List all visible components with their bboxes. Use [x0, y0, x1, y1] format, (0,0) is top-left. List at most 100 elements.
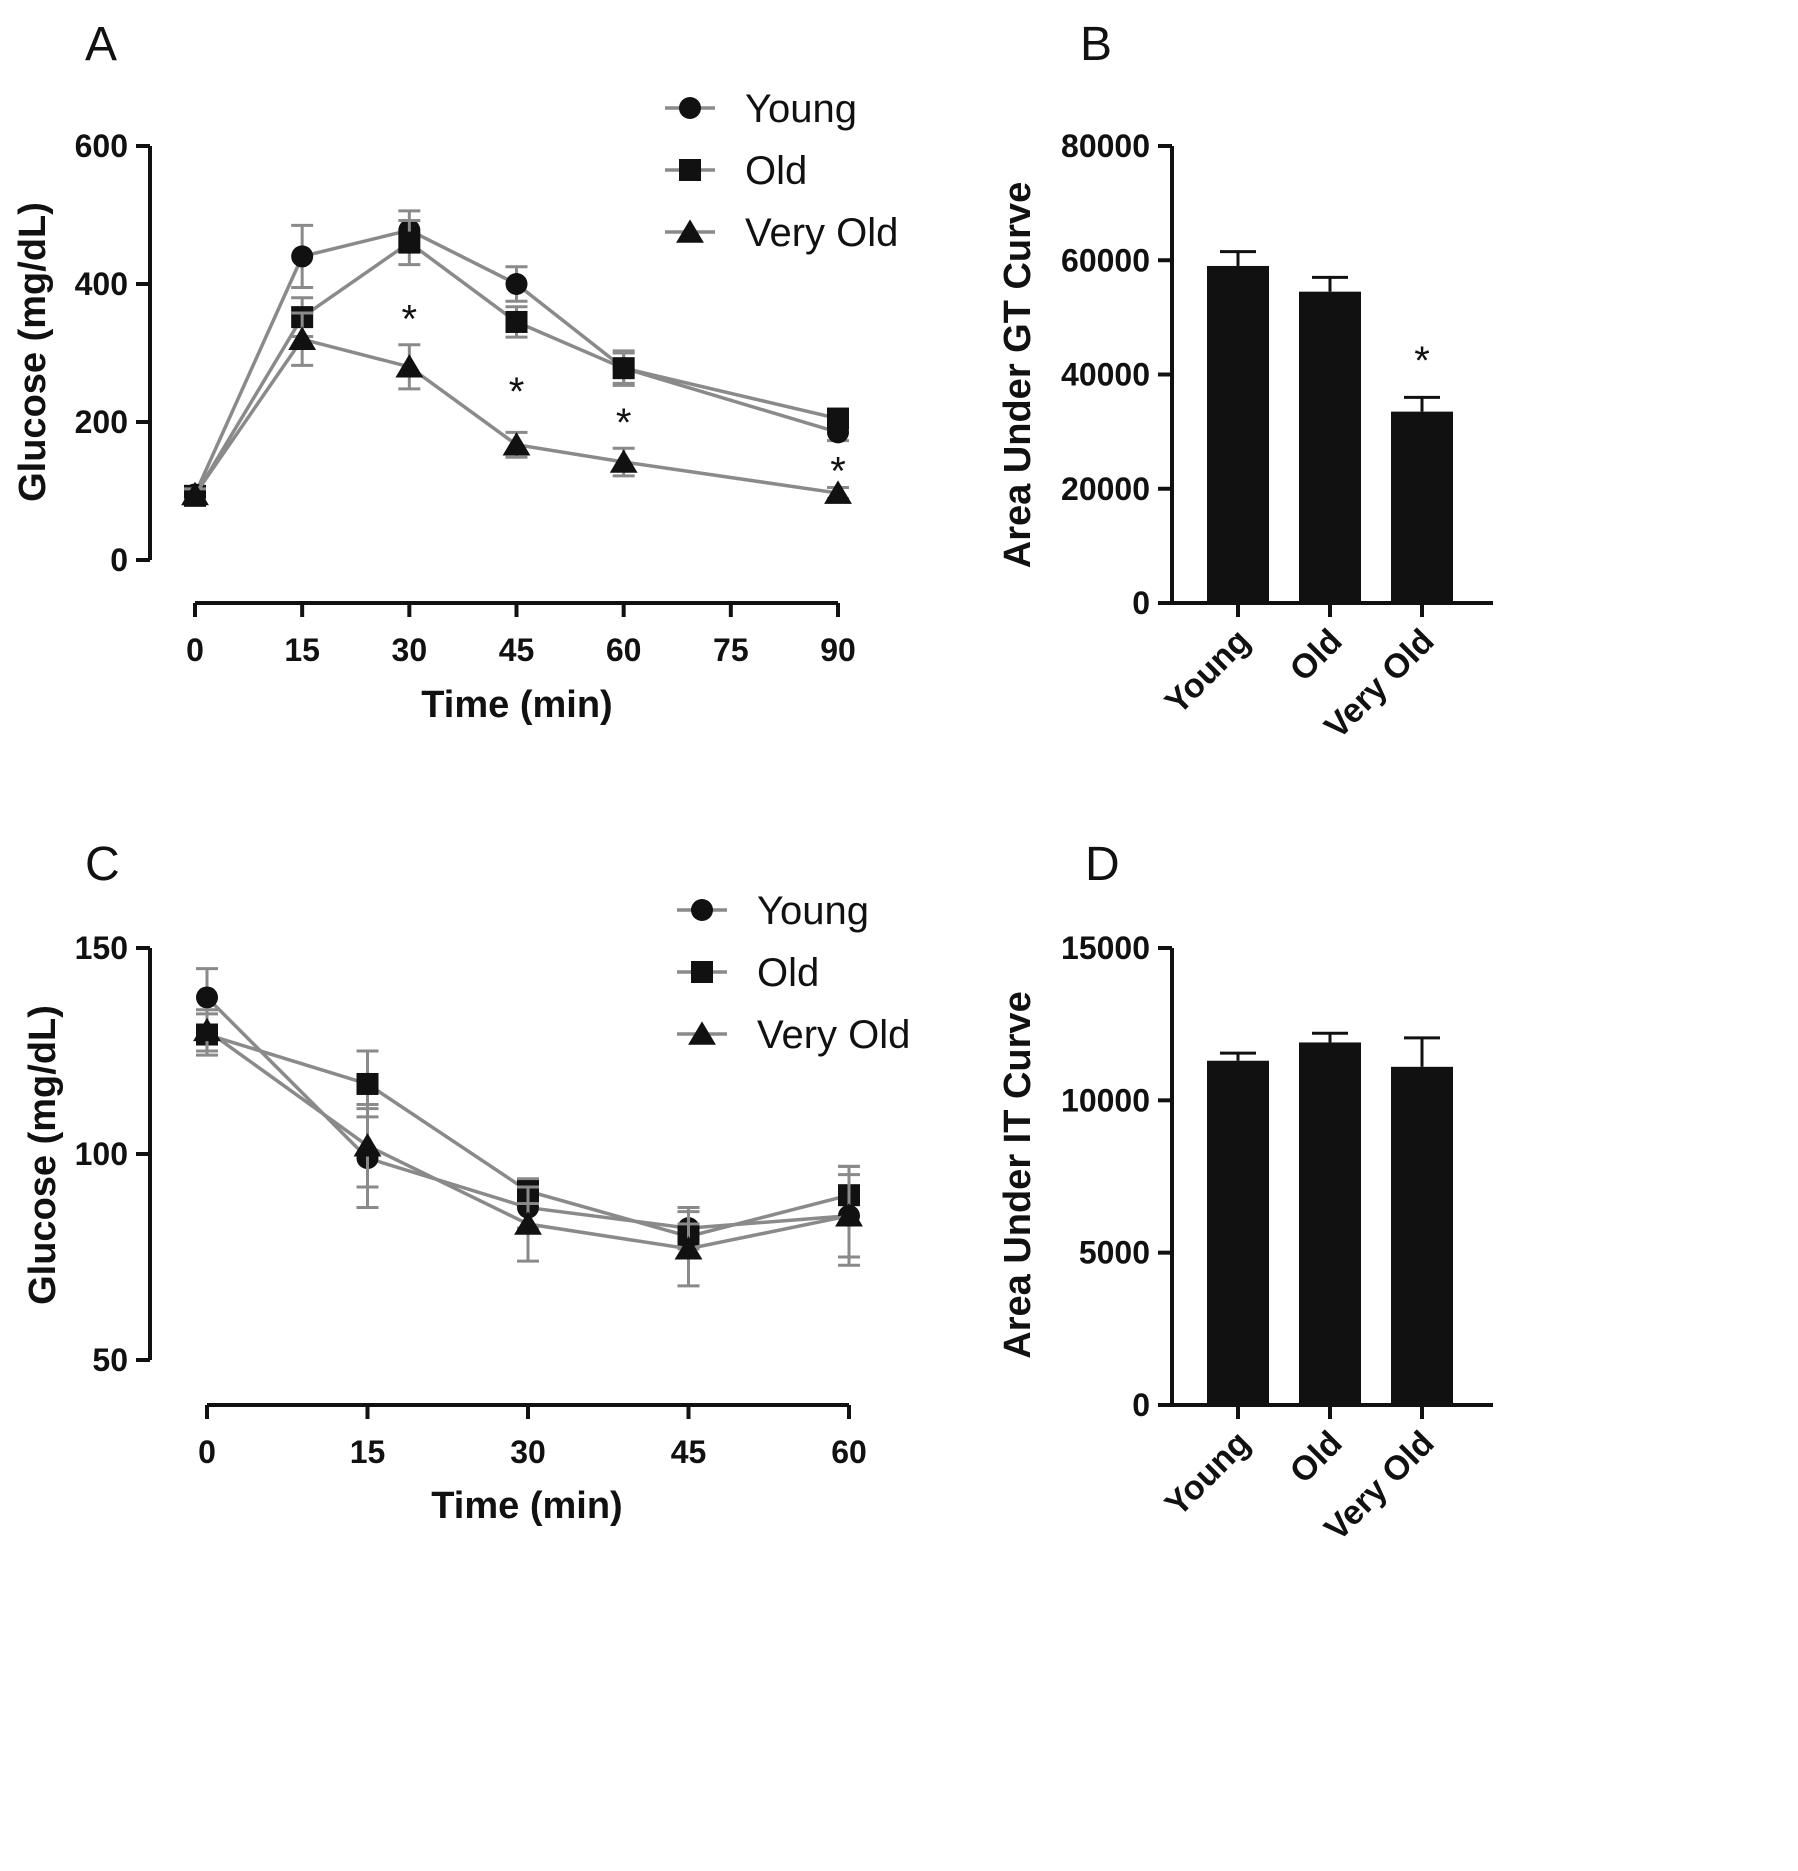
legend-label: Old: [745, 149, 807, 193]
legend-marker-circle: [679, 97, 701, 119]
legend-marker-triangle: [688, 1021, 716, 1045]
bar-old: [1299, 1042, 1361, 1405]
data-point-young: [505, 273, 528, 295]
data-point-very-old: [609, 449, 638, 473]
category-label: Old: [1283, 622, 1350, 689]
y-tick-label: 400: [75, 266, 128, 302]
y-axis-title: Glucose (mg/dL): [12, 202, 54, 502]
legend-item-very-old: Very Old: [665, 211, 898, 255]
legend-item-young: Young: [665, 87, 857, 131]
data-point-very-old: [835, 1203, 863, 1227]
y-tick-label: 200: [75, 404, 128, 440]
bar-young: [1207, 265, 1269, 603]
x-tick-label: 60: [606, 632, 642, 668]
data-point-old: [612, 357, 635, 380]
series-line-very-old: [193, 337, 839, 496]
y-tick-label: 150: [75, 930, 128, 966]
data-point-very-old: [193, 1017, 221, 1042]
bar-very-old: [1391, 411, 1453, 603]
y-tick-label: 40000: [1061, 357, 1150, 393]
legend-marker-triangle: [676, 219, 704, 243]
y-axis-title: Area Under GT Curve: [997, 182, 1039, 568]
y-tick-label: 5000: [1079, 1235, 1150, 1271]
legend: Young Old Very Old: [677, 889, 910, 1057]
significance-star: *: [616, 401, 632, 445]
x-axis-title: Time (min): [421, 684, 612, 726]
significance-star: *: [402, 298, 418, 342]
legend-item-old: Old: [677, 951, 819, 995]
panel-c-letter: C: [85, 838, 120, 891]
chart-panel-d: 0 5000 10000 15000 Area Under IT Curve Young O…: [997, 930, 1493, 1548]
y-tick-label: 50: [92, 1342, 128, 1378]
data-point-very-old: [502, 432, 531, 456]
x-tick-label: 0: [198, 1434, 216, 1470]
panel-a-letter: A: [85, 18, 117, 71]
series-very-old: [193, 1008, 863, 1288]
significance-star: *: [509, 370, 525, 414]
x-tick-label: 90: [820, 632, 856, 668]
data-point-old: [356, 1072, 379, 1095]
x-tick-label: 60: [831, 1434, 867, 1470]
y-tick-label: 80000: [1061, 128, 1150, 164]
data-point-old: [827, 407, 849, 430]
bar-young: [1207, 1060, 1269, 1405]
category-label: Young: [1158, 622, 1258, 722]
x-tick-label: 0: [186, 632, 204, 668]
legend-label: Young: [745, 87, 857, 131]
y-axis-title: Area Under IT Curve: [997, 991, 1039, 1358]
y-tick-label: 600: [75, 128, 128, 164]
bar-very-old: [1391, 1066, 1453, 1405]
legend-item-very-old: Very Old: [677, 1013, 910, 1057]
chart-panel-a: 0 200 400 600 Glucose (mg/dL) 0 15 30 45 60 75 90 Ti…: [12, 87, 898, 726]
legend-label: Very Old: [757, 1013, 910, 1057]
data-point-old: [505, 310, 528, 333]
x-axis-title: Time (min): [431, 1485, 622, 1527]
legend-marker-square: [679, 159, 701, 181]
series-line-young: [193, 228, 839, 496]
data-point-old: [398, 231, 421, 254]
legend-marker-circle: [691, 899, 713, 921]
y-tick-label: 0: [1132, 585, 1150, 621]
category-label: Old: [1283, 1424, 1350, 1491]
x-tick-label: 30: [392, 632, 428, 668]
bar-old: [1299, 291, 1361, 603]
x-tick-label: 30: [510, 1434, 546, 1470]
y-tick-label: 60000: [1061, 242, 1150, 278]
y-axis-title: Glucose (mg/dL): [22, 1005, 64, 1305]
legend-label: Old: [757, 951, 819, 995]
significance-star: *: [830, 449, 846, 493]
series-young: [184, 209, 849, 506]
panel-b-letter: B: [1080, 18, 1112, 71]
significance-star: *: [1414, 339, 1430, 383]
data-point-very-old: [824, 480, 852, 504]
data-point-very-old: [288, 326, 317, 350]
legend-marker-square: [691, 961, 713, 983]
y-tick-label: 0: [110, 542, 128, 578]
x-tick-label: 15: [284, 632, 320, 668]
data-point-very-old: [514, 1211, 542, 1235]
panel-d-letter: D: [1085, 838, 1120, 891]
y-tick-label: 10000: [1061, 1082, 1150, 1118]
legend-item-young: Young: [677, 889, 869, 933]
x-tick-label: 15: [350, 1434, 386, 1470]
data-point-very-old: [395, 354, 424, 378]
data-point-young: [196, 986, 218, 1009]
chart-panel-b: 0 20000 40000 60000 80000 Area Under GT Curve…: [997, 128, 1493, 746]
x-tick-label: 45: [671, 1434, 707, 1470]
y-tick-label: 0: [1132, 1387, 1150, 1423]
y-tick-label: 100: [75, 1136, 128, 1172]
series-very-old: [181, 311, 852, 506]
y-tick-label: 15000: [1061, 930, 1150, 966]
data-point-very-old: [181, 481, 209, 506]
x-tick-label: 75: [713, 632, 749, 668]
series-line-old: [193, 240, 839, 497]
chart-panel-c: 50 100 150 Glucose (mg/dL) 0 15 30 45 60 Time (mi…: [22, 889, 910, 1527]
legend: Young Old Very Old: [665, 87, 898, 255]
x-tick-label: 45: [499, 632, 535, 668]
data-point-young: [291, 245, 314, 268]
data-point-very-old: [353, 1133, 382, 1157]
legend-label: Very Old: [745, 211, 898, 255]
category-label: Young: [1158, 1424, 1258, 1524]
data-point-very-old: [674, 1236, 703, 1260]
